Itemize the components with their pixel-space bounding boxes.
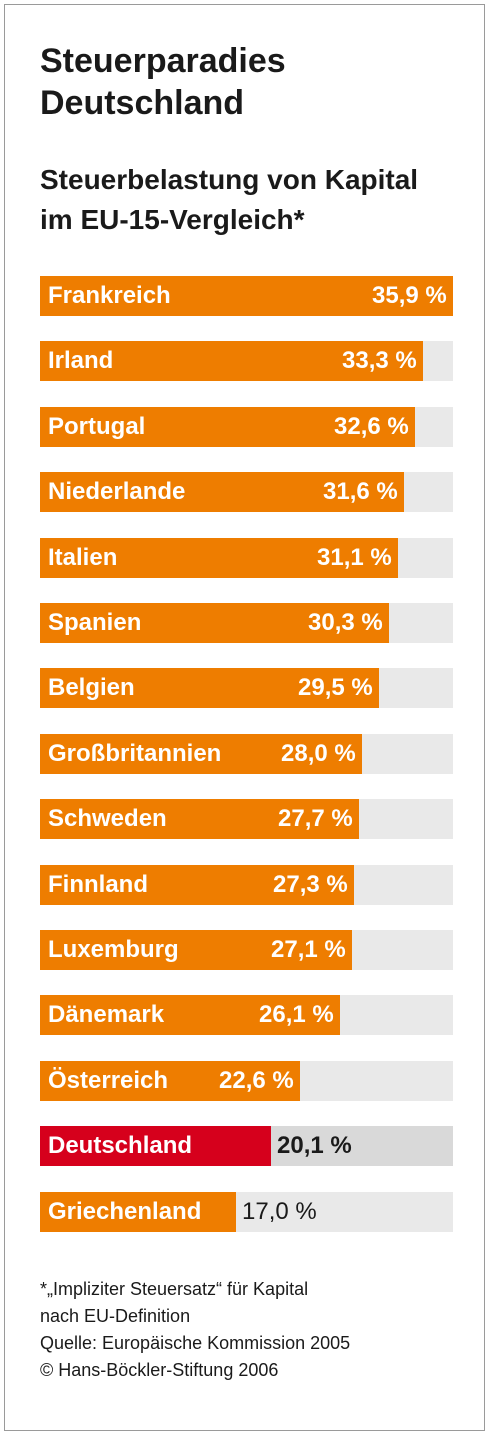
bar-value-label: 27,7 % [278, 805, 353, 832]
bar [40, 734, 362, 774]
bar-category-label: Niederlande [48, 478, 186, 505]
bar-value-label: 17,0 % [242, 1198, 317, 1225]
bar-category-label: Portugal [48, 413, 146, 440]
bar-category-label: Österreich [48, 1067, 169, 1094]
footnote: *„Impliziter Steuersatz“ für Kapital nac… [40, 1276, 480, 1384]
bar-category-label: Spanien [48, 609, 142, 636]
bar [40, 668, 379, 708]
bar-value-label: 31,1 % [317, 544, 392, 571]
footnote-source: Quelle: Europäische Kommission 2005 [40, 1333, 351, 1353]
subtitle-line-1: Steuerbelastung von Kapital [40, 164, 419, 195]
title-line-2: Deutschland [40, 84, 245, 122]
bar-value-label: 26,1 % [259, 1001, 334, 1028]
bar [40, 799, 359, 839]
bar [40, 1192, 236, 1232]
bar-value-label: 22,6 % [219, 1067, 294, 1094]
bar-category-label: Italien [48, 544, 118, 571]
bar [40, 538, 398, 578]
bar [40, 1126, 271, 1166]
footnote-definition: *„Impliziter Steuersatz“ für Kapital [40, 1279, 309, 1299]
bar-value-label: 32,6 % [334, 413, 409, 440]
bar [40, 930, 352, 970]
bar-value-label: 29,5 % [298, 674, 373, 701]
bar-category-label: Griechenland [48, 1198, 202, 1225]
bar [40, 341, 423, 381]
bar-value-label: 20,1 % [277, 1132, 352, 1159]
bar-category-label: Großbritannien [48, 740, 222, 767]
bar [40, 276, 453, 316]
title-line-1: Steuerparadies [40, 42, 286, 80]
footnote-definition-cont: nach EU-Definition [40, 1306, 191, 1326]
bar-category-label: Deutschland [48, 1132, 193, 1159]
bar-value-label: 33,3 % [342, 347, 417, 374]
bar-value-label: 35,9 % [372, 282, 447, 309]
bar [40, 995, 340, 1035]
bar-category-label: Belgien [48, 674, 135, 701]
bar [40, 603, 389, 643]
bar [40, 865, 354, 905]
bar-category-label: Irland [48, 347, 114, 374]
bar-value-label: 27,3 % [273, 871, 348, 898]
bar [40, 472, 404, 512]
bar-category-label: Finnland [48, 871, 148, 898]
chart-title: Steuerparadies Deutschland [40, 40, 460, 124]
bar [40, 407, 415, 447]
bar-category-label: Frankreich [48, 282, 171, 309]
bar-value-label: 28,0 % [281, 740, 356, 767]
chart-subtitle: Steuerbelastung von Kapital im EU-15-Ver… [40, 160, 480, 240]
subtitle-line-2: im EU-15-Vergleich* [40, 204, 305, 235]
bar [40, 1061, 300, 1101]
bar-category-label: Dänemark [48, 1001, 165, 1028]
bar-category-label: Schweden [48, 805, 167, 832]
bar-value-label: 30,3 % [308, 609, 383, 636]
chart-frame [4, 4, 485, 1431]
footnote-copyright: © Hans-Böckler-Stiftung 2006 [40, 1360, 279, 1380]
bar-value-label: 27,1 % [271, 936, 346, 963]
bar-category-label: Luxemburg [48, 936, 179, 963]
bar-value-label: 31,6 % [323, 478, 398, 505]
